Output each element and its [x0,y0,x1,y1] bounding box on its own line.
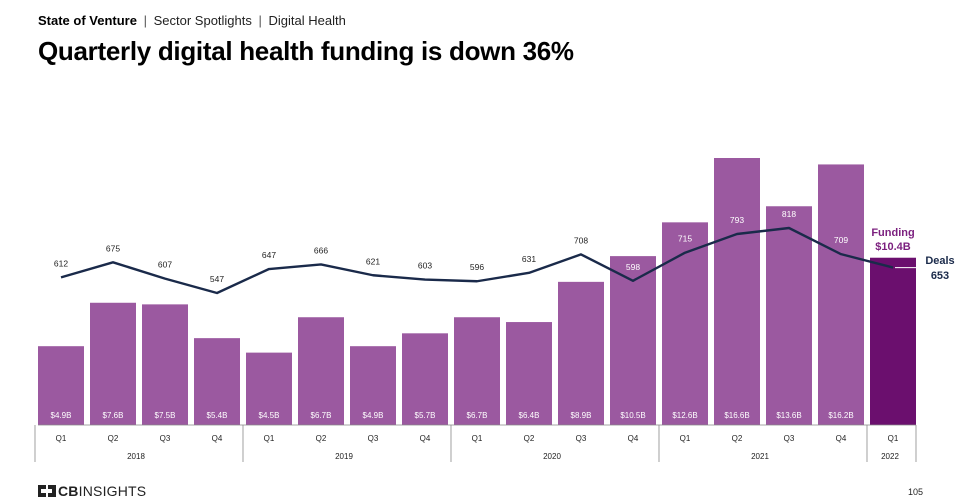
deals-point-label: 675 [106,243,120,253]
funding-bar-label: $4.5B [259,411,280,420]
x-tick-label: Q4 [836,434,847,443]
x-tick-label: Q1 [56,434,67,443]
funding-bar-label: $6.4B [519,411,540,420]
funding-bar [506,322,552,425]
funding-bar [194,338,240,425]
deals-point-label: 596 [470,262,484,272]
x-tick-label: Q3 [160,434,171,443]
funding-bar [298,317,344,425]
funding-bar [610,256,656,425]
x-year-label: 2021 [751,452,769,461]
logo-text-cb: CB [58,483,79,499]
funding-bar-label: $7.6B [103,411,124,420]
deals-point-label: 603 [418,261,432,271]
funding-bar-highlight [870,257,916,425]
funding-bar-label: $16.6B [724,411,749,420]
cbinsights-logo: CB INSIGHTS [38,483,146,499]
x-year-label: 2020 [543,452,561,461]
funding-bar-label: $7.5B [155,411,176,420]
logo-text-insights: INSIGHTS [78,483,147,499]
deals-line [60,226,894,295]
funding-bar-label: $5.7B [415,411,436,420]
deals-point-label: 666 [314,245,328,255]
bars-layer: $4.9B $7.6B $7.5B $5.4B $4.5B $6.7B $4.9B $5.7B… [38,158,916,426]
deals-point-label: 607 [158,260,172,270]
x-tick-label: Q1 [264,434,275,443]
funding-bar [38,346,84,425]
x-year-label: 2019 [335,452,353,461]
deals-callout-value: 653 [931,270,949,282]
x-tick-label: Q2 [108,434,119,443]
x-year-label: 2018 [127,452,145,461]
cbinsights-logo-icon [38,485,56,497]
deals-point-label: 709 [834,235,848,245]
page-number: 105 [908,487,924,497]
x-tick-label: Q1 [680,434,691,443]
x-tick-label: Q4 [212,434,223,443]
deals-point-label: 715 [678,234,692,244]
x-year-label: 2022 [881,452,899,461]
x-tick-label: Q1 [888,434,899,443]
funding-callout-label: Funding [871,227,914,239]
x-tick-label: Q3 [784,434,795,443]
breadcrumb-report: State of Venture [38,13,137,28]
funding-bar-label: $12.6B [672,411,697,420]
deals-callout-label: Deals [925,255,954,267]
funding-bar [818,164,864,426]
x-tick-label: Q3 [368,434,379,443]
deals-point-label: 612 [54,258,68,268]
funding-bar-label: $6.7B [467,411,488,420]
funding-bar [350,346,396,425]
deals-point-label: 818 [782,209,796,219]
funding-bar [766,206,812,425]
breadcrumb-separator: | [258,13,262,28]
funding-bar [90,302,136,425]
funding-bar [142,304,188,425]
x-tick-label: Q2 [524,434,535,443]
funding-bar-label: $5.4B [207,411,228,420]
funding-bar [402,333,448,425]
funding-bar-label: $16.2B [828,411,853,420]
funding-callout-value: $10.4B [875,241,911,253]
funding-bar [558,281,604,425]
x-axis: Q1 Q2 Q3 Q4 Q1 Q2 Q3 Q4 Q1 Q2 Q3 Q4 Q1 Q2 Q3 Q4 Q1 2018 20… [34,424,917,462]
x-tick-label: Q1 [472,434,483,443]
funding-bar [714,158,760,425]
funding-bar-label: $10.5B [620,411,645,420]
funding-bar-label: $4.9B [51,411,72,420]
x-tick-label: Q3 [576,434,587,443]
page-title: Quarterly digital health funding is down… [38,36,574,66]
deals-point-label: 793 [730,215,744,225]
x-tick-label: Q2 [732,434,743,443]
breadcrumb: State of Venture | Sector Spotlights | D… [38,13,346,28]
funding-bar [662,222,708,425]
deals-point-label: 631 [522,254,536,264]
highlight-callout: Funding $10.4B Deals 653 [871,227,954,282]
deals-point-label: 598 [626,262,640,272]
funding-bar-label: $6.7B [311,411,332,420]
x-tick-label: Q2 [316,434,327,443]
deals-point-label: 621 [366,256,380,266]
breadcrumb-sector: Digital Health [268,13,346,28]
funding-bar [454,317,500,425]
deals-point-label: 647 [262,250,276,260]
breadcrumb-section: Sector Spotlights [153,13,252,28]
funding-bar [246,352,292,425]
deals-point-label: 708 [574,235,588,245]
funding-bar-label: $4.9B [363,411,384,420]
deals-point-label: 547 [210,274,224,284]
funding-bar-label: $8.9B [571,411,592,420]
deals-line-layer: 612 675 607 547 647 666 621 603 596 631 708 598 715 7… [54,209,894,295]
funding-bar-label: $13.6B [776,411,801,420]
x-tick-label: Q4 [420,434,431,443]
breadcrumb-separator: | [143,13,147,28]
x-tick-label: Q4 [628,434,639,443]
